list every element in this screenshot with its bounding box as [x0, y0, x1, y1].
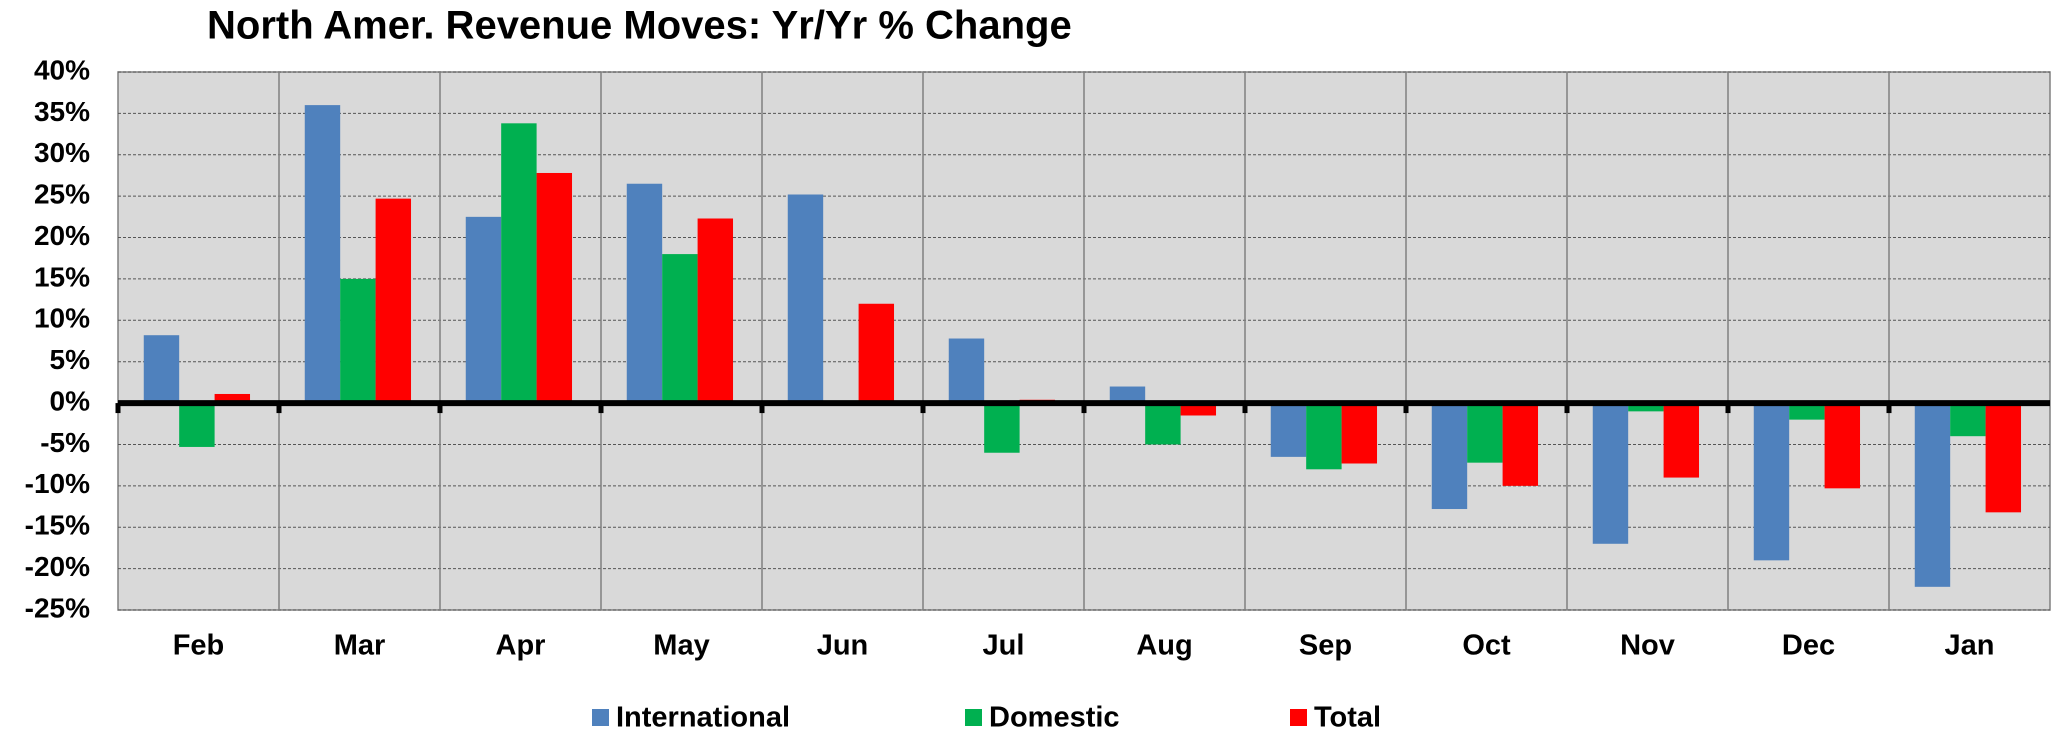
x-tick-label: Oct	[1462, 630, 1511, 662]
bar	[697, 218, 734, 404]
y-tick-label: -10%	[25, 468, 90, 499]
chart-title: North Amer. Revenue Moves: Yr/Yr % Chang…	[207, 4, 1072, 48]
bar	[1306, 403, 1342, 470]
legend-swatch	[592, 709, 609, 726]
bar	[1109, 386, 1146, 404]
bar	[1270, 403, 1307, 457]
y-tick-label: -15%	[25, 510, 90, 541]
legend-label: International	[616, 702, 790, 734]
y-tick-label: 25%	[34, 179, 90, 210]
bar	[1950, 403, 1986, 437]
bar	[1341, 403, 1378, 464]
legend-swatch	[1290, 709, 1307, 726]
bar	[662, 254, 698, 404]
y-tick-label: 35%	[34, 96, 90, 127]
bar	[1789, 403, 1825, 420]
bar	[1592, 403, 1629, 544]
x-tick-label: May	[653, 630, 709, 662]
y-tick-label: 15%	[34, 261, 90, 292]
bar	[214, 393, 251, 404]
bar	[179, 403, 215, 447]
y-tick-label: -25%	[25, 592, 90, 623]
legend-swatch	[965, 709, 982, 726]
x-tick-label: Jul	[983, 630, 1025, 662]
x-tick-label: Sep	[1299, 630, 1352, 662]
bar	[626, 183, 663, 404]
y-tick-label: 0%	[50, 385, 91, 416]
bar	[304, 105, 341, 404]
x-tick-label: Mar	[334, 630, 386, 662]
bar	[501, 123, 537, 404]
y-tick-label: -5%	[40, 427, 90, 458]
bar	[1145, 403, 1181, 445]
y-tick-label: 40%	[34, 54, 90, 85]
legend-label: Domestic	[989, 702, 1120, 734]
bar	[1985, 403, 2022, 513]
y-tick-label: -20%	[25, 551, 90, 582]
x-tick-label: Apr	[496, 630, 546, 662]
bar	[340, 278, 376, 404]
bar	[1180, 403, 1217, 416]
x-tick-label: Nov	[1620, 630, 1675, 662]
bar	[1628, 403, 1664, 412]
bar	[1824, 403, 1861, 489]
bar	[465, 216, 502, 404]
bar	[948, 338, 985, 404]
y-tick-label: 10%	[34, 303, 90, 334]
x-tick-label: Aug	[1136, 630, 1192, 662]
bar	[536, 172, 573, 404]
bar	[1467, 403, 1503, 463]
bar	[787, 194, 824, 404]
x-tick-label: Feb	[173, 630, 225, 662]
y-tick-label: 30%	[34, 137, 90, 168]
y-tick-label: 5%	[50, 344, 91, 375]
x-tick-label: Jan	[1945, 630, 1995, 662]
bar	[1431, 403, 1468, 510]
bar	[984, 403, 1020, 453]
bar	[375, 198, 412, 404]
bar	[1663, 403, 1700, 478]
x-tick-label: Dec	[1782, 630, 1835, 662]
x-tick-label: Jun	[817, 630, 869, 662]
bar	[143, 335, 180, 404]
y-tick-label: 20%	[34, 220, 90, 251]
bar	[1914, 403, 1951, 587]
bar	[858, 303, 895, 404]
legend-label: Total	[1314, 702, 1381, 734]
bar	[1502, 403, 1539, 486]
bar	[1753, 403, 1790, 561]
